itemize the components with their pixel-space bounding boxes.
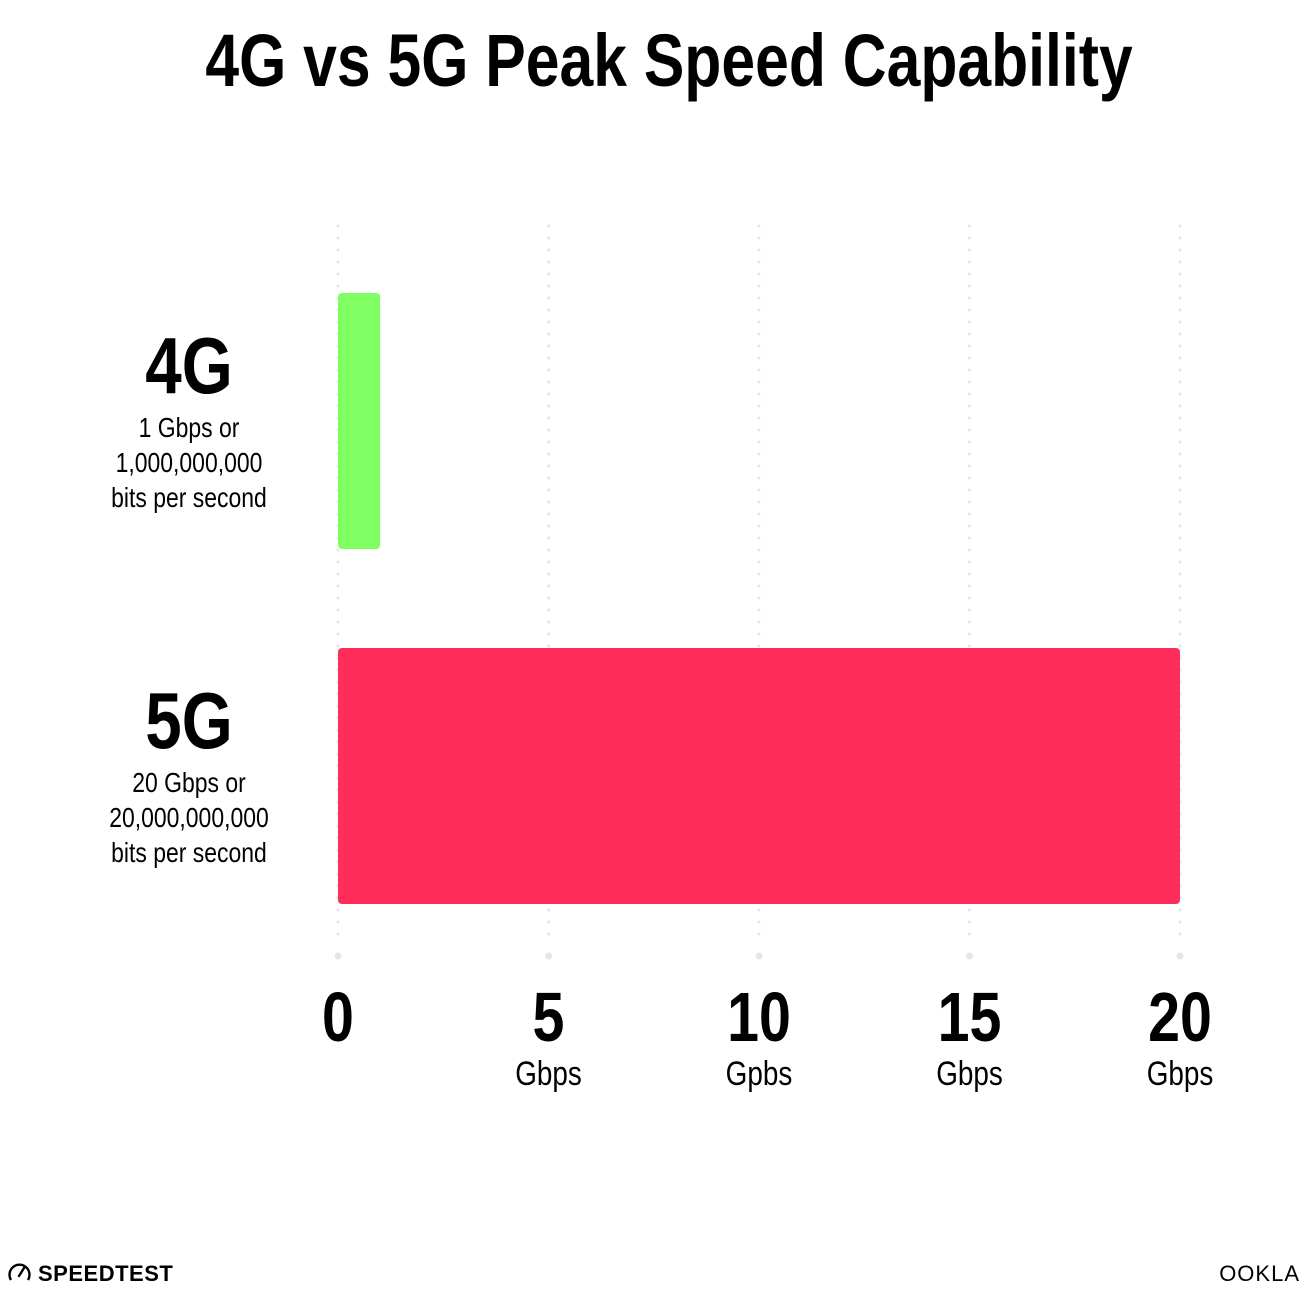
x-tick-unit: Gpbs (726, 1054, 793, 1092)
x-tick-label: 15 (938, 978, 1002, 1057)
speedtest-logo: SPEEDTEST (8, 1261, 173, 1286)
bar-4g (338, 293, 381, 549)
gridline-end-dot (755, 952, 763, 960)
gauge-icon (8, 1263, 31, 1281)
x-tick-unit: Gbps (1147, 1054, 1214, 1092)
gridline-end-dot (334, 952, 342, 960)
category-note: 20 Gbps or (132, 768, 246, 799)
gridline-end-dot (966, 952, 973, 960)
chart-title: 4G vs 5G Peak Speed Capability (205, 20, 1133, 102)
speedtest-wordmark: SPEEDTEST (38, 1261, 173, 1286)
category-note: bits per second (111, 838, 267, 869)
bar-5g (338, 648, 1180, 904)
gridline-end-dot (1176, 952, 1184, 960)
x-tick-label: 20 (1148, 978, 1212, 1057)
x-tick-label: 10 (727, 978, 791, 1057)
category-note: 20,000,000,000 (109, 803, 269, 834)
x-tick-label: 5 (533, 978, 565, 1057)
x-tick-unit: Gbps (515, 1054, 582, 1092)
category-labels: 4G1 Gbps or 1,000,000,000 bits per second 5… (109, 321, 269, 869)
gridline-end-dot (545, 952, 552, 960)
category-label: 4G (145, 321, 233, 411)
category-note: 1,000,000,000 (116, 448, 263, 479)
x-tick-unit: Gbps (936, 1054, 1003, 1092)
ookla-logo: OOKLA (1219, 1261, 1300, 1286)
bars (338, 293, 1180, 904)
category-note: 1 Gbps or (139, 413, 240, 444)
x-tick-label: 0 (322, 978, 354, 1057)
category-label: 5G (145, 676, 233, 766)
category-note: bits per second (111, 483, 267, 514)
